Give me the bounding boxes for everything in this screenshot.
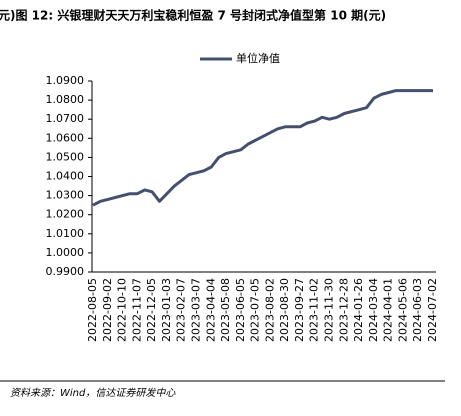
x-tick-label: 2023-01-03	[160, 278, 173, 342]
line-series	[92, 89, 433, 207]
legend-label: 单位净值	[236, 51, 280, 65]
x-tick-label: 2022-08-05	[86, 278, 99, 342]
y-tick-label: 1.0500	[46, 150, 85, 163]
x-tick-label: 2023-08-30	[278, 278, 291, 342]
x-tick-label: 2023-05-08	[219, 278, 232, 342]
x-tick-label: 2024-05-06	[396, 278, 409, 342]
x-tick-label: 2023-02-07	[175, 278, 188, 342]
y-tick-label: 1.0200	[46, 208, 85, 221]
x-tick-label: 2024-03-04	[367, 278, 380, 342]
y-tick-label: 1.0300	[46, 189, 85, 202]
x-tick-label: 2024-01-26	[352, 278, 365, 342]
y-tick-label: 0.9900	[46, 265, 85, 278]
y-tick-label: 1.0900	[46, 74, 85, 87]
y-tick-label: 1.0000	[46, 246, 85, 259]
x-tick-label: 2022-09-02	[101, 278, 114, 342]
x-tick-label: 2023-11-30	[323, 278, 336, 342]
x-tick-label: 2023-08-02	[263, 278, 276, 342]
source: 资料来源：Wind，信达证券研发中心	[10, 387, 176, 399]
x-tick-label: 2023-03-07	[189, 278, 202, 342]
y-tick-label: 1.0100	[46, 227, 85, 240]
x-tick-label: 2023-12-28	[337, 278, 350, 342]
x-tick-label: 2023-09-27	[293, 278, 306, 342]
x-tick-label: 2022-11-07	[130, 278, 143, 342]
y-tick-label: 1.0800	[46, 93, 85, 106]
x-tick-label: 2022-12-05	[145, 278, 158, 342]
x-tick-label: 2024-07-02	[426, 278, 439, 342]
x-tick-label: 2023-04-04	[204, 278, 217, 342]
x-tick-label: 2023-06-05	[234, 278, 247, 342]
y-tick-label: 1.0400	[46, 170, 85, 183]
y-tick-label: 1.0600	[46, 131, 85, 144]
x-tick-label: 2023-07-05	[249, 278, 262, 342]
y-tick-label: 1.0700	[46, 112, 85, 125]
x-tick-label: 2022-10-10	[116, 278, 129, 342]
chart-title: 元)图 12: 兴银理财天天万利宝稳利恒盈 7 号封闭式净值型第 10 期(元)	[0, 8, 386, 23]
x-tick-label: 2024-04-01	[382, 278, 395, 342]
x-tick-label: 2024-06-03	[411, 278, 424, 342]
x-tick-label: 2023-11-02	[308, 278, 321, 342]
